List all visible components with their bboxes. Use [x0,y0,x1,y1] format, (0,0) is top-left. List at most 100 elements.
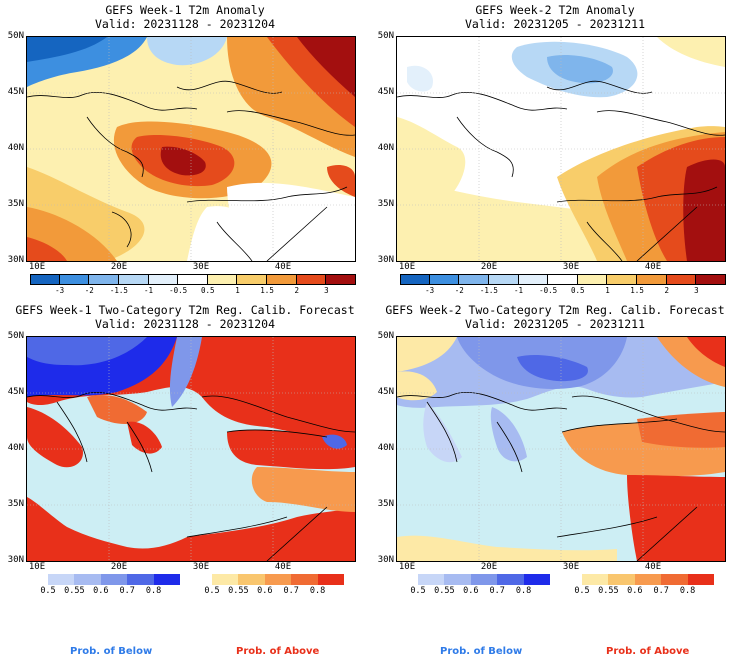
panel-title: GEFS Week-1 T2m Anomaly [105,3,265,17]
colorbar-box [687,574,714,585]
panel-week2-anomaly: GEFS Week-2 T2m Anomaly Valid: 20231205 … [370,0,740,300]
lat-label: 30N [377,255,394,265]
colorbar-tick-label: 0.8 [309,586,326,596]
prob-above-colorbar: 0.5 0.55 0.6 0.7 0.8 [574,574,714,598]
panel-week1-anomaly: GEFS Week-1 T2m Anomaly Valid: 20231128 … [0,0,370,300]
colorbar-tick-label: -0.5 [169,286,188,295]
prob-above-legend: Prob. of Above [606,646,690,657]
panel-week1-probability: GEFS Week-1 Two-Category T2m Reg. Calib.… [0,300,370,600]
lon-label: 30E [562,262,580,272]
colorbar-tick-label: 3 [694,286,699,295]
panel-valid-date: Valid: 20231205 - 20231211 [464,17,645,31]
colorbar-tick-label: 0.7 [283,586,299,596]
colorbar-box [459,274,489,285]
colorbar-box [89,274,119,285]
panel-valid-date: Valid: 20231128 - 20231204 [94,317,275,331]
colorbar-tick-label: 1.5 [630,286,644,295]
colorbar-box [207,274,238,285]
lat-label: 40N [377,443,394,453]
colorbar-box [100,574,128,585]
lat-label: 45N [7,387,24,397]
anomaly-map [396,36,726,262]
lat-label: 35N [7,199,24,209]
panel-valid-date: Valid: 20231205 - 20231211 [464,317,645,331]
colorbar-box [267,274,297,285]
panel-title: GEFS Week-1 Two-Category T2m Reg. Calib.… [15,303,355,317]
probability-map [396,336,726,562]
anomaly-map [26,36,356,262]
colorbar-tick-label: 0.6 [93,586,109,596]
lat-label: 40N [7,443,24,453]
colorbar-tick-label: 0.6 [627,586,643,596]
lon-label: 10E [28,562,46,572]
colorbar-tick-label: -3 [425,286,435,295]
colorbar-tick-label: 0.8 [145,586,162,596]
colorbar-box [582,574,609,585]
lon-label: 20E [110,262,128,272]
colorbar-box [444,574,471,585]
colorbar-box [696,274,726,285]
lat-label: 40N [377,143,394,153]
colorbar-tick-label: 2 [664,286,669,295]
colorbar-box [30,274,60,285]
anomaly-colorbar: -3 -2 -1.5 -1 -0.5 0.5 1 1.5 2 3 [30,274,356,298]
colorbar-box [637,274,667,285]
colorbar-tick-label: -1 [514,286,524,295]
anomaly-colorbar: -3 -2 -1.5 -1 -0.5 0.5 1 1.5 2 3 [400,274,726,298]
colorbar-tick-label: 0.8 [679,586,696,596]
prob-below-legend: Prob. of Below [440,646,523,657]
colorbar-tick-label: -2 [454,286,464,295]
colorbar-tick-label: 0.5 [574,586,590,596]
lat-label: 50N [377,331,394,341]
prob-below-legend: Prob. of Below [70,646,153,657]
colorbar-box [48,574,75,585]
colorbar-tick-label: 0.7 [119,586,135,596]
panel-valid-date: Valid: 20231128 - 20231204 [94,17,275,31]
colorbar-box [488,274,519,285]
colorbar-tick-label: 0.6 [257,586,273,596]
colorbar-tick-label: 0.55 [598,586,619,596]
colorbar-box [59,274,90,285]
lon-label: 30E [562,562,580,572]
panel-week2-probability: GEFS Week-2 Two-Category T2m Reg. Calib.… [370,300,740,600]
lat-label: 30N [377,555,394,565]
colorbar-tick-label: 0.7 [489,586,505,596]
lon-label: 40E [274,562,292,572]
colorbar-box [317,574,344,585]
colorbar-box [548,274,578,285]
lon-label: 40E [644,562,662,572]
colorbar-tick-label: 0.55 [228,586,249,596]
lon-label: 20E [110,562,128,572]
colorbar-tick-label: -1.5 [479,286,498,295]
colorbar-box [497,574,524,585]
colorbar-box [118,274,149,285]
lat-label: 35N [377,199,394,209]
colorbar-box [178,274,208,285]
colorbar-tick-label: 0.5 [571,286,585,295]
lat-label: 45N [7,87,24,97]
colorbar-box [291,574,318,585]
colorbar-box [296,274,327,285]
lon-label: 10E [398,562,416,572]
colorbar-tick-label: -1 [144,286,154,295]
colorbar-box [634,574,662,585]
colorbar-tick-label: 0.55 [434,586,455,596]
colorbar-tick-label: 0.5 [410,586,426,596]
lat-label: 40N [7,143,24,153]
colorbar-box [607,274,638,285]
lon-label: 40E [644,262,662,272]
colorbar-box [577,274,608,285]
colorbar-tick-label: 2 [294,286,299,295]
lat-label: 35N [7,499,24,509]
colorbar-box [608,574,635,585]
colorbar-tick-label: -2 [84,286,94,295]
colorbar-tick-label: 1 [235,286,240,295]
colorbar-tick-label: -1.5 [109,286,128,295]
colorbar-box [470,574,498,585]
lat-label: 50N [377,31,394,41]
lon-label: 30E [192,262,210,272]
colorbar-box [74,574,101,585]
probability-map [26,336,356,562]
panel-title: GEFS Week-2 T2m Anomaly [475,3,635,17]
colorbar-tick-label: -0.5 [539,286,558,295]
